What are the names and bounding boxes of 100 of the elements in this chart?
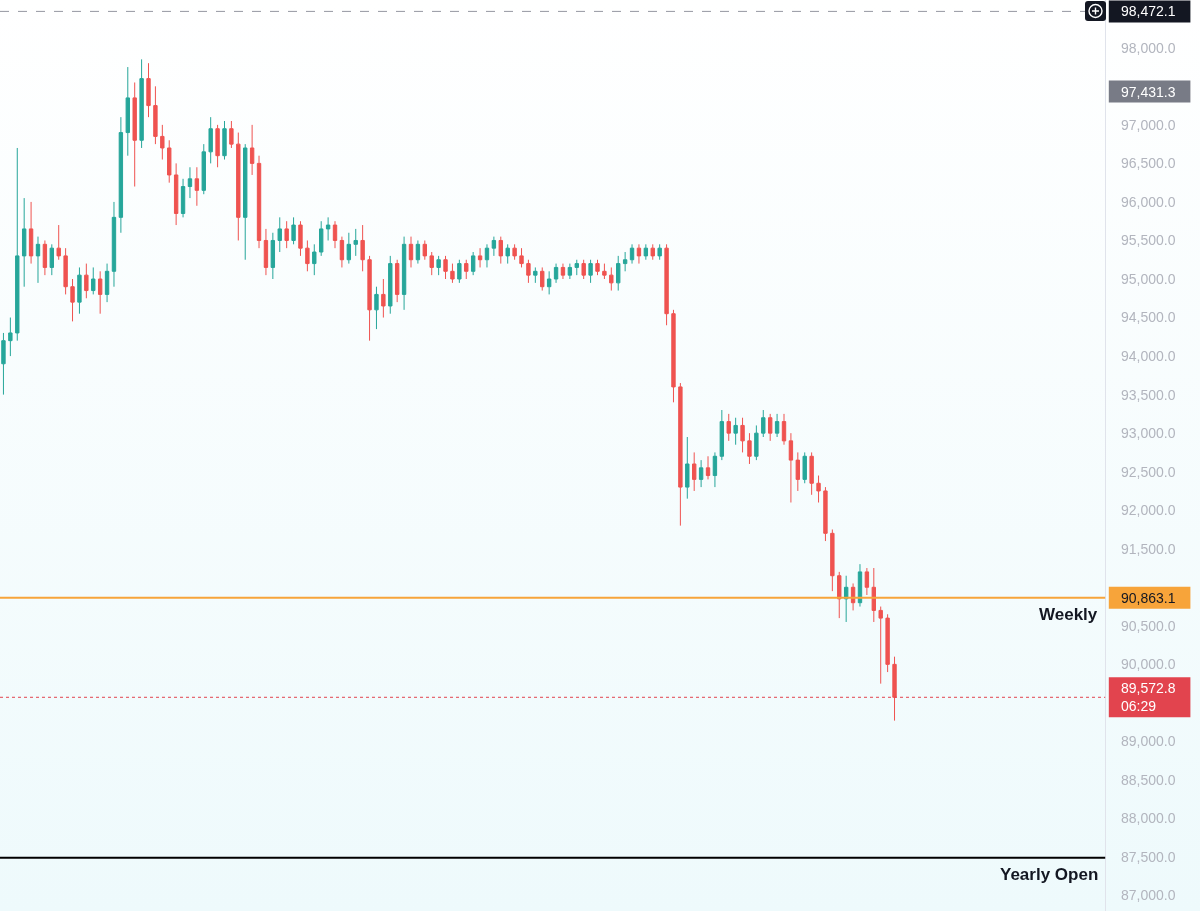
candlestick xyxy=(809,451,814,496)
candlestick xyxy=(595,259,600,276)
candlestick xyxy=(35,236,41,284)
candlestick xyxy=(173,162,179,226)
candlestick xyxy=(270,232,276,280)
candlestick xyxy=(312,243,317,276)
candlestick xyxy=(671,309,676,403)
y-tick-label: 91,500.0 xyxy=(1121,540,1176,557)
y-tick-label: 97,431.3 xyxy=(1121,83,1176,100)
candlestick xyxy=(892,656,897,722)
candlestick xyxy=(201,143,206,195)
candlestick xyxy=(512,243,517,261)
y-tick-label: 95,500.0 xyxy=(1121,232,1176,249)
candlestick xyxy=(788,432,794,504)
candlestick xyxy=(616,255,621,292)
y-tick-label: 90,500.0 xyxy=(1121,617,1176,634)
y-tick-label: 89,000.0 xyxy=(1121,733,1176,750)
candlestick xyxy=(21,197,27,288)
candlestick xyxy=(588,259,593,284)
candlestick xyxy=(726,413,731,442)
candlestick xyxy=(650,243,655,261)
candlestick xyxy=(802,451,807,484)
y-tick-label: 89,572.8 06:29 xyxy=(1121,680,1176,715)
y-tick-label: 93,500.0 xyxy=(1121,386,1176,403)
candlestick xyxy=(816,475,821,504)
candlestick xyxy=(97,270,103,315)
candlestick xyxy=(277,216,282,253)
candlestick xyxy=(388,255,393,315)
y-tick-label: 90,000.0 xyxy=(1121,656,1176,673)
candlestick xyxy=(837,571,842,619)
candlestick xyxy=(15,147,20,342)
candlestick xyxy=(491,236,497,257)
candlestick xyxy=(519,247,524,268)
candlestick xyxy=(374,286,379,330)
candlestick xyxy=(422,239,427,261)
candlestick xyxy=(70,278,75,322)
candlestick xyxy=(719,409,725,461)
candlestick xyxy=(767,413,773,442)
candlestick xyxy=(781,413,787,446)
y-tick-label: 92,000.0 xyxy=(1121,502,1176,519)
candlestick xyxy=(830,528,835,592)
candlestick xyxy=(263,228,269,276)
candlestick xyxy=(28,201,34,265)
y-tick-label: 88,500.0 xyxy=(1121,771,1176,788)
y-tick-label: 97,000.0 xyxy=(1121,116,1176,133)
candlestick xyxy=(160,124,165,161)
candlestick xyxy=(505,243,510,265)
candlestick xyxy=(602,263,607,280)
candlestick xyxy=(49,243,54,276)
candlestick xyxy=(850,582,856,611)
candlestick xyxy=(291,216,296,245)
candlestick xyxy=(208,116,213,164)
y-tick-label: 98,000.0 xyxy=(1121,39,1176,56)
candlestick xyxy=(678,382,683,527)
candlestick xyxy=(339,236,345,268)
candlestick xyxy=(139,58,144,149)
candlestick xyxy=(222,120,227,161)
candlestick xyxy=(477,247,483,268)
candlestick xyxy=(574,259,579,276)
y-tick-label: 87,500.0 xyxy=(1121,848,1176,865)
candlestick xyxy=(622,251,628,272)
candlestick xyxy=(249,124,255,176)
candlestick xyxy=(8,317,13,357)
candlestick xyxy=(761,409,766,438)
candlestick xyxy=(56,224,61,261)
candlestick xyxy=(381,278,386,319)
candlestick xyxy=(871,567,876,623)
candlestick xyxy=(450,263,455,284)
candlestick xyxy=(63,247,68,295)
candlestick xyxy=(609,266,614,292)
candlestick xyxy=(111,201,117,288)
candlestick xyxy=(581,259,586,280)
candlestick xyxy=(319,220,324,257)
candlestick xyxy=(857,563,863,608)
candlestick xyxy=(77,266,82,315)
candlestick xyxy=(394,259,400,303)
y-tick-label: 90,863.1 xyxy=(1121,589,1176,606)
candlestick xyxy=(215,124,220,168)
candlestick xyxy=(540,266,545,292)
candlestick xyxy=(484,243,490,268)
candlestick xyxy=(443,255,448,280)
candlestick xyxy=(256,155,262,249)
candlestick xyxy=(657,243,662,261)
candlestick xyxy=(740,417,745,453)
ref-line-label: Yearly Open xyxy=(1000,865,1099,884)
candlestick xyxy=(470,251,476,276)
candlestick xyxy=(180,178,186,218)
candlestick xyxy=(685,436,690,500)
candlestick xyxy=(91,266,96,295)
candlestick xyxy=(167,139,172,184)
candlestick xyxy=(436,255,441,276)
y-tick-label: 94,500.0 xyxy=(1121,309,1176,326)
candlestick xyxy=(553,263,559,284)
candlestick xyxy=(243,143,248,261)
candlestick xyxy=(132,81,137,188)
candlestick xyxy=(546,270,552,295)
candlestick xyxy=(353,228,358,257)
candlestick xyxy=(298,220,303,257)
candlestick xyxy=(401,236,407,311)
y-tick-label: 95,000.0 xyxy=(1121,270,1176,287)
